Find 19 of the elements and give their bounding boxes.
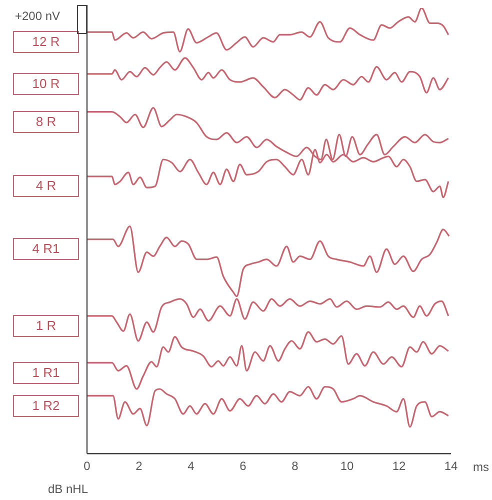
x-tick-label: 8	[292, 459, 299, 474]
text: 4 R	[13, 175, 79, 198]
x-tick-label: 0	[84, 459, 91, 474]
x-axis-title: ms	[473, 460, 489, 474]
x-tick-label: 10	[340, 459, 354, 474]
text: 1 R1	[13, 362, 79, 384]
x-tick-label: 12	[392, 459, 406, 474]
text: 8 R	[13, 110, 79, 133]
text: 10 R	[13, 72, 79, 95]
text: 4 R1	[13, 238, 79, 260]
text: 1 R	[13, 314, 79, 337]
text: 12 R	[13, 31, 79, 54]
text: +200 nV	[15, 9, 60, 23]
x-tick-label: 6	[240, 459, 247, 474]
text: dB nHL	[48, 482, 88, 496]
x-tick-label: 2	[136, 459, 143, 474]
x-tick-label: 4	[188, 459, 195, 474]
x-tick-label: 14	[444, 459, 458, 474]
text: 1 R2	[13, 394, 79, 417]
